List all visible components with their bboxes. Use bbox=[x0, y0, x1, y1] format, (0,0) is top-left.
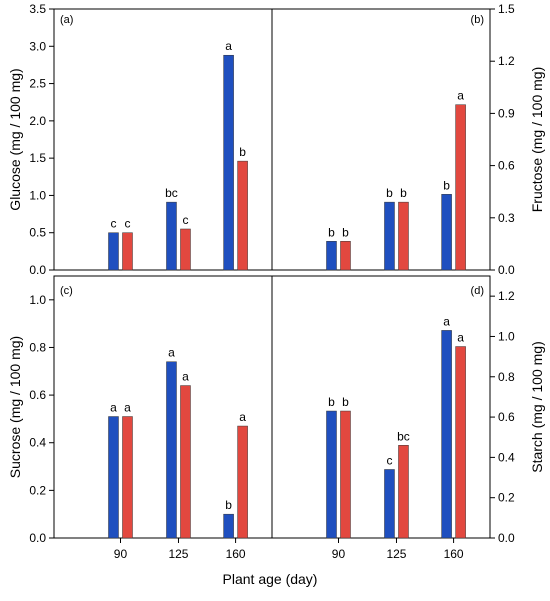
panel-label: (a) bbox=[60, 14, 73, 26]
bar-90-series-2 bbox=[122, 416, 133, 539]
y-tick-label: 0.6 bbox=[498, 159, 515, 173]
significance-label: a bbox=[182, 370, 189, 384]
significance-label: b bbox=[342, 225, 349, 239]
y-tick-label: 0.6 bbox=[29, 388, 46, 402]
y-tick-label: 0.6 bbox=[498, 410, 515, 424]
y-tick-label: 0.4 bbox=[498, 450, 515, 464]
significance-label: b bbox=[239, 145, 246, 159]
bar-160-series-1 bbox=[441, 330, 452, 539]
bar-90-series-2 bbox=[340, 410, 351, 539]
significance-label: c bbox=[182, 213, 188, 227]
bar-125-series-2 bbox=[180, 385, 191, 539]
bar-160-series-1 bbox=[441, 194, 452, 271]
bar-160-series-2 bbox=[237, 425, 248, 539]
bar-125-series-1 bbox=[384, 469, 395, 539]
y-tick-label: 0.9 bbox=[498, 106, 515, 120]
panel-frame bbox=[271, 275, 491, 539]
y-tick-label: 1.5 bbox=[498, 2, 515, 16]
significance-label: a bbox=[239, 410, 246, 424]
y-tick-label: 0.8 bbox=[29, 340, 46, 354]
y-tick-label: 1.0 bbox=[29, 188, 46, 202]
panel-frame bbox=[271, 8, 491, 271]
bar-90-series-2 bbox=[340, 241, 351, 271]
y-axis-label: Fructose (mg / 100 mg) bbox=[529, 67, 545, 213]
significance-label: c bbox=[124, 217, 130, 231]
y-tick-label: 0.0 bbox=[29, 263, 46, 277]
x-tick-label: 125 bbox=[168, 547, 188, 561]
x-tick-label: 125 bbox=[386, 547, 406, 561]
bar-90-series-1 bbox=[326, 241, 337, 271]
significance-label: a bbox=[457, 89, 464, 103]
significance-label: c bbox=[110, 217, 116, 231]
panel-a: (a) 0.0 0.5 1.0 1.5 2.0 2.5 3.0 3.5 Glucose (mg /… bbox=[7, 2, 273, 277]
y-axis-label: Glucose (mg / 100 mg) bbox=[7, 68, 23, 210]
panel-label: (d) bbox=[471, 285, 484, 297]
y-tick-label: 1.5 bbox=[29, 151, 46, 165]
bar-125-series-1 bbox=[166, 361, 177, 539]
y-tick-label: 1.2 bbox=[498, 54, 515, 68]
bar-160-series-1 bbox=[223, 54, 234, 271]
bar-125-series-2 bbox=[398, 201, 409, 271]
panel-label: (c) bbox=[60, 285, 73, 297]
significance-label: b bbox=[328, 225, 335, 239]
y-tick-label: 0.4 bbox=[29, 436, 46, 450]
significance-label: a bbox=[225, 39, 232, 53]
x-tick-label: 160 bbox=[226, 547, 246, 561]
bar-90-series-1 bbox=[108, 232, 119, 271]
y-tick-label: 0.8 bbox=[498, 370, 515, 384]
bar-90-series-1 bbox=[108, 416, 119, 539]
bar-125-series-2 bbox=[180, 228, 191, 271]
panel-label: (b) bbox=[471, 14, 484, 26]
x-axis-label: Plant age (day) bbox=[223, 571, 318, 587]
bar-160-series-2 bbox=[237, 160, 248, 271]
panel-d: (d) 0.0 0.2 0.4 0.6 0.8 1.0 1.2 Starch (mg / 100… bbox=[271, 275, 545, 561]
significance-label: bc bbox=[397, 429, 410, 443]
significance-label: bc bbox=[165, 186, 178, 200]
panel-c: (c) 0.0 0.2 0.4 0.6 0.8 1.0 Sucrose (mg / 100 m… bbox=[7, 275, 273, 561]
significance-label: b bbox=[443, 178, 450, 192]
y-tick-label: 0.5 bbox=[29, 226, 46, 240]
significance-label: b bbox=[342, 395, 349, 409]
y-tick-label: 0.2 bbox=[498, 491, 515, 505]
y-tick-label: 0.2 bbox=[29, 483, 46, 497]
significance-label: b bbox=[386, 186, 393, 200]
y-tick-label: 3.5 bbox=[29, 2, 46, 16]
y-tick-label: 1.0 bbox=[498, 329, 515, 343]
significance-label: a bbox=[124, 401, 131, 415]
y-axis-label: Starch (mg / 100 mg) bbox=[529, 341, 545, 473]
bar-90-series-1 bbox=[326, 410, 337, 539]
y-tick-label: 1.2 bbox=[498, 289, 515, 303]
x-tick-label: 160 bbox=[444, 547, 464, 561]
y-tick-label: 3.0 bbox=[29, 39, 46, 53]
significance-label: a bbox=[110, 401, 117, 415]
y-tick-label: 0.0 bbox=[29, 531, 46, 545]
bar-160-series-1 bbox=[223, 513, 234, 539]
x-tick-label: 90 bbox=[332, 547, 346, 561]
significance-label: b bbox=[225, 498, 232, 512]
significance-label: c bbox=[386, 453, 392, 467]
bar-125-series-1 bbox=[384, 201, 395, 271]
significance-label: a bbox=[168, 346, 175, 360]
y-tick-label: 2.5 bbox=[29, 77, 46, 91]
y-axis-label: Sucrose (mg / 100 mg) bbox=[7, 336, 23, 478]
bar-160-series-2 bbox=[455, 104, 466, 271]
y-tick-label: 1.0 bbox=[29, 293, 46, 307]
bar-125-series-2 bbox=[398, 445, 409, 539]
significance-label: b bbox=[400, 186, 407, 200]
panel-b: (b) 0.0 0.3 0.6 0.9 1.2 1.5 Fructose (mg / 100 … bbox=[271, 2, 545, 277]
y-tick-label: 2.0 bbox=[29, 114, 46, 128]
x-tick-label: 90 bbox=[114, 547, 128, 561]
significance-label: b bbox=[328, 395, 335, 409]
significance-label: a bbox=[443, 314, 450, 328]
bar-160-series-2 bbox=[455, 346, 466, 539]
y-tick-label: 0.3 bbox=[498, 211, 515, 225]
bar-125-series-1 bbox=[166, 201, 177, 271]
significance-label: a bbox=[457, 331, 464, 345]
y-tick-label: 0.0 bbox=[498, 531, 515, 545]
bar-90-series-2 bbox=[122, 232, 133, 271]
y-tick-label: 0.0 bbox=[498, 263, 515, 277]
